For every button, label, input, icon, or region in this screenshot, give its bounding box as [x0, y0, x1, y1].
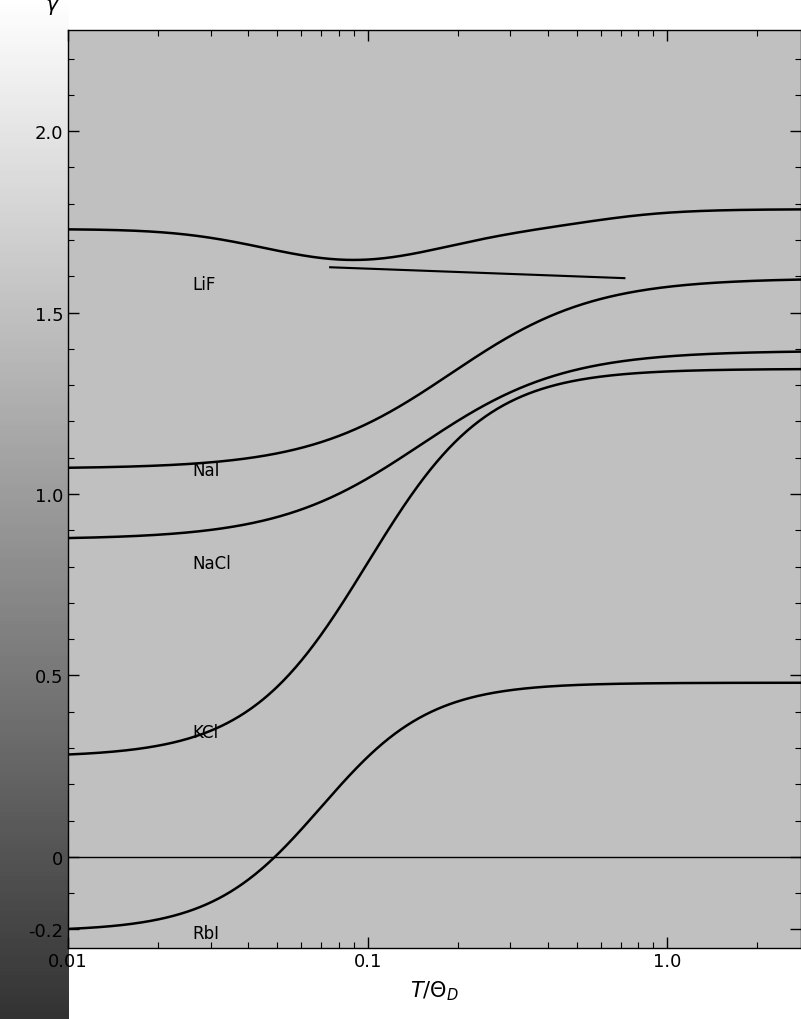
Text: NaCl: NaCl — [192, 554, 231, 573]
Text: NaI: NaI — [192, 462, 219, 480]
Text: RbI: RbI — [192, 924, 219, 943]
Text: LiF: LiF — [192, 275, 215, 293]
X-axis label: $T/\Theta_D$: $T/\Theta_D$ — [410, 979, 459, 1003]
Text: KCl: KCl — [192, 722, 219, 741]
Text: $\gamma$: $\gamma$ — [46, 0, 61, 17]
